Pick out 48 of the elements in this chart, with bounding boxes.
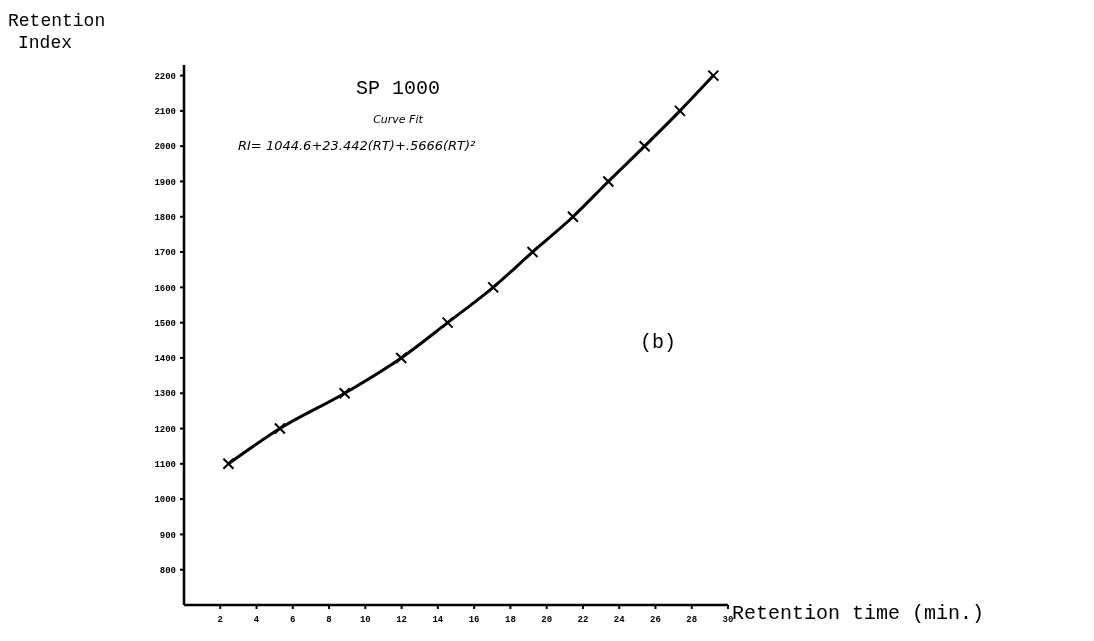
x-tick-label: 28 bbox=[686, 615, 698, 625]
x-tick-label: 18 bbox=[504, 615, 516, 625]
x-tick-label: 4 bbox=[253, 615, 260, 625]
point bbox=[673, 104, 686, 117]
annotation: Curve Fit bbox=[373, 113, 424, 126]
point bbox=[441, 316, 454, 329]
point bbox=[273, 422, 286, 435]
x-tick-label: 10 bbox=[359, 615, 371, 625]
y-tick-label: 1300 bbox=[154, 389, 176, 400]
y-tick-label: 1700 bbox=[154, 248, 176, 259]
x-tick-label: 30 bbox=[722, 615, 734, 625]
point bbox=[566, 210, 579, 223]
y-tick-label: 1900 bbox=[154, 177, 176, 188]
point bbox=[222, 457, 235, 470]
point bbox=[487, 281, 500, 294]
x-axis-title: Retention time (min.) bbox=[732, 602, 985, 625]
annotation: (b) bbox=[639, 331, 677, 354]
y-axis-title: Retention Index bbox=[8, 11, 106, 53]
annotation: RI= 1044.6+23.442(RT)+.5666(RT)² bbox=[238, 138, 476, 153]
x-tick-label: 6 bbox=[290, 615, 296, 625]
y-tick-label: 800 bbox=[159, 565, 176, 576]
x-tick-label: 12 bbox=[396, 615, 408, 625]
point bbox=[707, 69, 720, 82]
y-tick-label: 2000 bbox=[154, 142, 176, 153]
y-tick-label: 1100 bbox=[154, 459, 176, 470]
x-tick-label: 16 bbox=[468, 615, 480, 625]
x-tick-label: 8 bbox=[326, 615, 332, 625]
y-tick-label: 1600 bbox=[154, 283, 176, 294]
y-tick-label: 1800 bbox=[154, 212, 176, 223]
y-tick-label: 1400 bbox=[154, 354, 176, 365]
y-tick-label: 900 bbox=[159, 530, 176, 541]
point bbox=[526, 246, 539, 259]
point bbox=[638, 140, 651, 153]
y-tick-label: 2100 bbox=[154, 107, 176, 118]
x-tick-label: 24 bbox=[613, 615, 626, 625]
point bbox=[395, 351, 408, 364]
point bbox=[338, 387, 351, 400]
y-tick-label: 2200 bbox=[154, 71, 176, 82]
x-tick-label: 22 bbox=[577, 615, 589, 625]
y-tick-label: 1200 bbox=[154, 424, 176, 435]
text: SP 1000 bbox=[355, 77, 441, 100]
x-tick-label: 2 bbox=[217, 615, 223, 625]
x-tick-label: 14 bbox=[432, 615, 444, 625]
y-tick-label: 1000 bbox=[154, 495, 176, 506]
x-tick-label: 20 bbox=[541, 615, 553, 625]
point bbox=[602, 175, 615, 188]
y-tick-label: 1500 bbox=[154, 318, 176, 329]
x-tick-label: 26 bbox=[650, 615, 661, 625]
